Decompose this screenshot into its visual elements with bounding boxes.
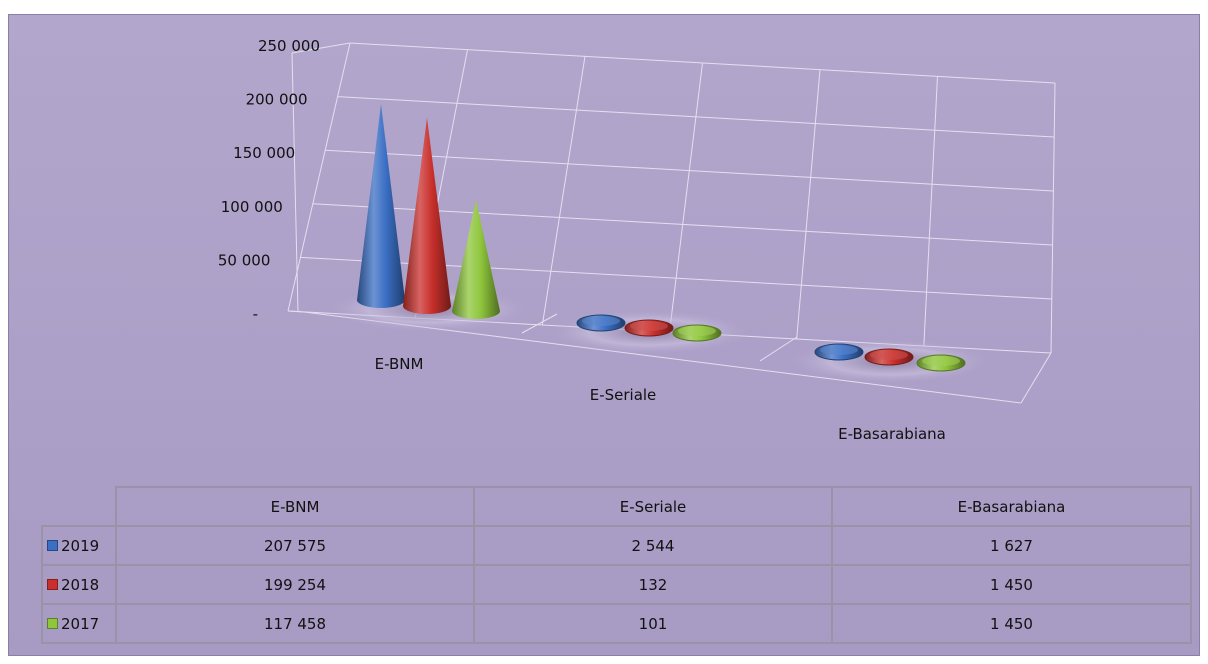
legend-label: 2018 xyxy=(61,576,99,594)
table-cell: 1 450 xyxy=(832,604,1191,643)
legend-key-2019: 2019 xyxy=(42,526,116,565)
table-cell: 2 544 xyxy=(474,526,832,565)
x-tick-label: E-Seriale xyxy=(590,386,657,404)
y-tick-label: - xyxy=(253,305,258,323)
y-tick-label: 100 000 xyxy=(221,198,283,216)
cone-2018-E-Basarabiana xyxy=(865,349,913,365)
cone-2018-E-Seriale xyxy=(625,320,673,336)
cone-2018-E-BNM xyxy=(403,118,451,314)
table-cell: 101 xyxy=(474,604,832,643)
cone-2017-E-Seriale xyxy=(673,325,721,341)
table-cell: 207 575 xyxy=(116,526,474,565)
gridline-v xyxy=(670,63,703,332)
axis-edge xyxy=(288,311,304,312)
legend-swatch xyxy=(47,579,58,590)
table-header-cell: E-Seriale xyxy=(474,487,832,526)
axis-labels: - 50 000 100 000 150 000 200 000 250 000 E-BNM… xyxy=(218,37,946,443)
cone-2019-E-Seriale xyxy=(577,315,625,331)
data-table: E-BNM E-Seriale E-Basarabiana 2019 207 5… xyxy=(41,486,1192,644)
axis-edge xyxy=(1021,353,1051,403)
table-row: 2019 207 575 2 544 1 627 xyxy=(42,526,1191,565)
legend-label: 2019 xyxy=(61,537,99,555)
cone-2019-E-BNM xyxy=(357,104,405,308)
gridline-v xyxy=(1051,83,1055,353)
chart-area: - 50 000 100 000 150 000 200 000 250 000 E-BNM… xyxy=(8,14,1200,656)
y-tick-label: 250 000 xyxy=(258,37,320,55)
legend-swatch xyxy=(47,618,58,629)
table-cell: 199 254 xyxy=(116,565,474,604)
cone-2019-E-Basarabiana xyxy=(815,344,863,360)
legend-key-2017: 2017 xyxy=(42,604,116,643)
x-tick-label: E-Basarabiana xyxy=(838,425,946,443)
table-cell: 117 458 xyxy=(116,604,474,643)
table-header-cell: E-Basarabiana xyxy=(832,487,1191,526)
gridline-v xyxy=(542,56,585,325)
x-tick-label: E-BNM xyxy=(375,355,424,373)
cone-2017-E-BNM xyxy=(452,200,500,319)
y-tick-label: 200 000 xyxy=(246,91,308,109)
gridline-v xyxy=(797,70,820,339)
table-row: 2018 199 254 132 1 450 xyxy=(42,565,1191,604)
table-cell: 1 450 xyxy=(832,565,1191,604)
legend-key-2018: 2018 xyxy=(42,565,116,604)
table-cell: 132 xyxy=(474,565,832,604)
floor-divider xyxy=(760,337,797,361)
table-header-row: E-BNM E-Seriale E-Basarabiana xyxy=(42,487,1191,526)
gridline-v xyxy=(924,76,938,346)
y-tick-label: 150 000 xyxy=(233,144,295,162)
cone-2017-E-Basarabiana xyxy=(917,355,965,371)
y-tick-label: 50 000 xyxy=(218,251,271,269)
table-corner xyxy=(42,487,116,526)
legend-swatch xyxy=(47,540,58,551)
legend-label: 2017 xyxy=(61,615,99,633)
table-row: 2017 117 458 101 1 450 xyxy=(42,604,1191,643)
data-marks xyxy=(329,104,991,383)
table-cell: 1 627 xyxy=(832,526,1191,565)
table-header-cell: E-BNM xyxy=(116,487,474,526)
plot-area: - 50 000 100 000 150 000 200 000 250 000 E-BNM… xyxy=(9,15,1199,475)
